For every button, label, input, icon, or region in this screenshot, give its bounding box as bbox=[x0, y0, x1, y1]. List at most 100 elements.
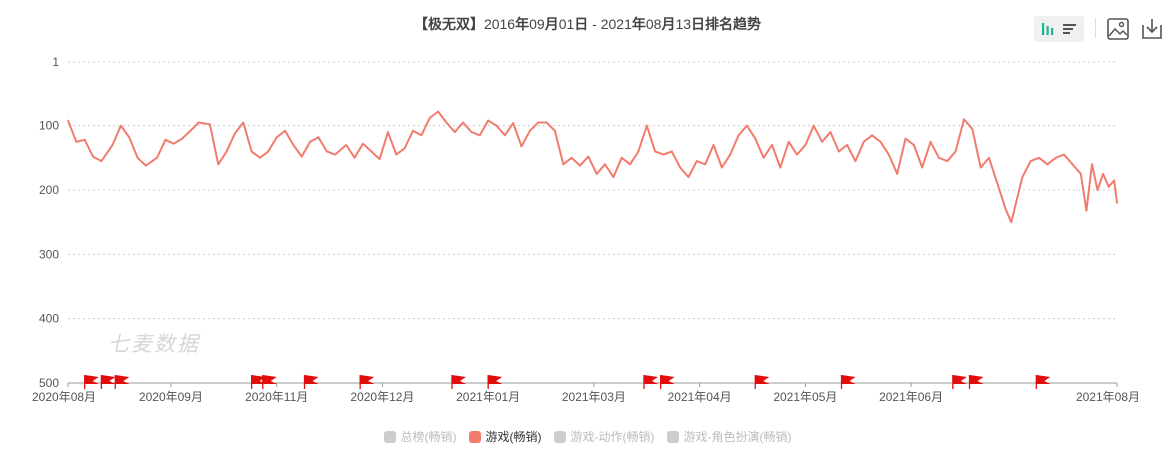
watermark: 七麦数据 bbox=[108, 333, 200, 356]
event-flags bbox=[84, 375, 1051, 389]
legend-label: 游戏-角色扮演(畅销) bbox=[683, 430, 792, 444]
flag-marker-icon[interactable] bbox=[754, 375, 770, 389]
flag-marker-icon[interactable] bbox=[952, 375, 967, 389]
data-point bbox=[478, 134, 481, 137]
legend-item[interactable]: 游戏-动作(畅销) bbox=[553, 428, 655, 445]
y-tick-label: 200 bbox=[39, 183, 59, 197]
x-tick-label: 2021年04月 bbox=[668, 390, 732, 404]
data-point bbox=[209, 123, 211, 126]
data-point bbox=[100, 160, 103, 163]
bar-chart-icon[interactable] bbox=[1037, 18, 1059, 40]
data-point bbox=[938, 156, 940, 159]
data-point bbox=[595, 173, 598, 175]
data-point bbox=[317, 136, 320, 139]
data-point bbox=[453, 131, 456, 134]
flag-marker-icon[interactable] bbox=[100, 375, 116, 389]
flag-marker-icon[interactable] bbox=[114, 375, 130, 389]
data-point bbox=[687, 176, 690, 179]
data-point bbox=[971, 127, 974, 130]
list-view-icon[interactable] bbox=[1059, 18, 1081, 40]
data-point bbox=[1116, 202, 1118, 204]
legend-swatch bbox=[553, 430, 566, 443]
data-point bbox=[904, 137, 907, 140]
data-point bbox=[370, 150, 373, 153]
data-point bbox=[862, 140, 865, 143]
data-point bbox=[412, 129, 414, 132]
y-tick-label: 400 bbox=[39, 312, 59, 326]
x-tick-label: 2020年12月 bbox=[350, 390, 414, 404]
series-layer bbox=[67, 110, 1118, 224]
data-point bbox=[234, 132, 236, 135]
data-point bbox=[704, 163, 707, 166]
x-tick-label: 2021年01月 bbox=[456, 390, 520, 404]
data-point bbox=[721, 166, 723, 169]
data-point bbox=[1102, 173, 1104, 175]
data-point bbox=[67, 119, 69, 122]
legend-swatch bbox=[468, 430, 481, 443]
legend-label: 总榜(畅销) bbox=[400, 430, 457, 444]
data-point bbox=[75, 140, 78, 143]
flag-marker-icon[interactable] bbox=[487, 375, 503, 389]
data-point bbox=[896, 173, 899, 175]
data-point bbox=[1091, 163, 1093, 166]
data-point bbox=[487, 119, 490, 122]
data-point bbox=[1010, 221, 1013, 224]
data-point bbox=[913, 144, 915, 146]
y-tick-label: 100 bbox=[39, 119, 59, 133]
data-point bbox=[587, 155, 590, 158]
data-point bbox=[225, 150, 228, 153]
flag-marker-icon[interactable] bbox=[968, 375, 984, 389]
data-point bbox=[395, 153, 398, 156]
data-point bbox=[570, 156, 573, 159]
data-point bbox=[579, 164, 581, 167]
data-point bbox=[846, 144, 848, 146]
data-point bbox=[1004, 208, 1007, 211]
flag-marker-icon[interactable] bbox=[84, 375, 99, 389]
legend-item[interactable]: 游戏-角色扮演(畅销) bbox=[666, 428, 792, 445]
data-point bbox=[120, 124, 122, 127]
flag-marker-icon[interactable] bbox=[359, 375, 375, 389]
flag-marker-icon[interactable] bbox=[643, 375, 658, 389]
data-point bbox=[111, 144, 114, 146]
data-point bbox=[679, 166, 681, 169]
data-point bbox=[362, 142, 364, 145]
data-point bbox=[197, 121, 200, 124]
chart-view-toggle bbox=[1034, 16, 1084, 42]
download-icon[interactable] bbox=[1139, 16, 1165, 42]
legend-label: 游戏-动作(畅销) bbox=[570, 430, 655, 444]
data-point bbox=[1015, 198, 1018, 201]
toolbar-divider bbox=[1095, 18, 1096, 38]
data-point bbox=[445, 121, 448, 124]
data-point bbox=[300, 155, 303, 158]
data-point bbox=[495, 124, 498, 127]
data-point bbox=[929, 140, 932, 143]
data-point bbox=[545, 121, 548, 124]
legend: 总榜(畅销) 游戏(畅销) 游戏-动作(畅销) 游戏-角色扮演(畅销) bbox=[0, 428, 1175, 446]
flag-marker-icon[interactable] bbox=[303, 375, 319, 389]
flag-marker-icon[interactable] bbox=[1035, 375, 1051, 389]
data-point bbox=[309, 140, 311, 143]
data-point bbox=[804, 144, 807, 146]
flag-marker-icon[interactable] bbox=[840, 375, 856, 389]
data-point bbox=[737, 134, 740, 137]
data-point bbox=[787, 140, 790, 143]
image-icon[interactable] bbox=[1105, 16, 1131, 42]
data-point bbox=[250, 150, 253, 153]
legend-item[interactable]: 总榜(畅销) bbox=[383, 428, 457, 445]
flag-marker-icon[interactable] bbox=[451, 375, 466, 389]
data-point bbox=[1054, 156, 1057, 159]
flag-marker-icon[interactable] bbox=[660, 375, 675, 389]
data-point bbox=[1071, 163, 1074, 166]
data-point bbox=[821, 140, 823, 143]
flag-marker-icon[interactable] bbox=[262, 375, 277, 389]
data-point bbox=[963, 118, 965, 121]
data-point bbox=[1038, 156, 1040, 159]
data-point bbox=[128, 136, 131, 139]
data-point bbox=[420, 134, 423, 137]
data-point bbox=[403, 147, 406, 150]
x-tick-label: 2020年09月 bbox=[139, 390, 203, 404]
legend-item[interactable]: 游戏(畅销) bbox=[468, 428, 542, 445]
data-point bbox=[537, 121, 540, 124]
data-point bbox=[854, 160, 857, 163]
data-point bbox=[512, 122, 515, 124]
